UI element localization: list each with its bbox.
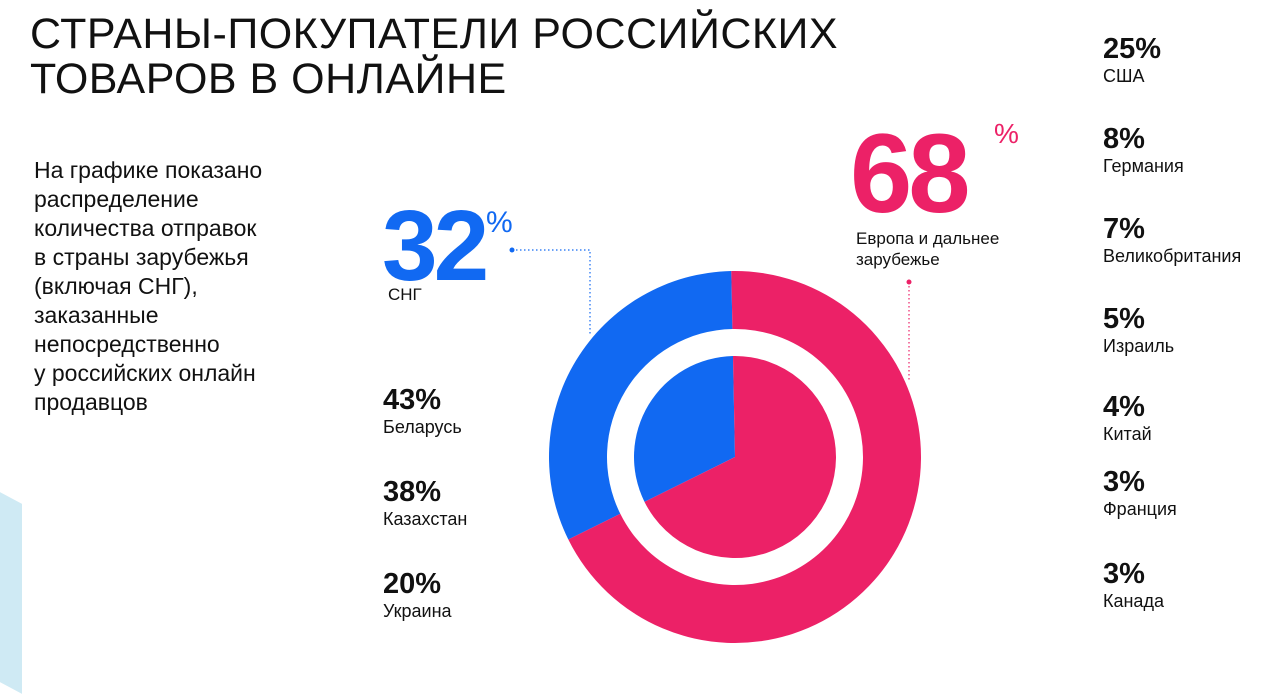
country-share: 3% bbox=[1103, 466, 1145, 498]
country-share: 20% bbox=[383, 568, 442, 600]
title-line-1: СТРАНЫ-ПОКУПАТЕЛИ РОССИЙСКИХ bbox=[30, 10, 839, 58]
cis-share-value: 32 bbox=[382, 190, 489, 302]
inner-pie bbox=[634, 356, 837, 558]
inner-slice-1 bbox=[644, 356, 837, 558]
far-country-germany: 8% Германия bbox=[1103, 123, 1184, 177]
country-name: Украина bbox=[383, 601, 452, 621]
cis-leader-dot bbox=[509, 247, 515, 253]
far-abroad-leader-dot bbox=[906, 279, 912, 285]
cis-country-ukraine: 20% Украина bbox=[383, 568, 452, 622]
far-country-china: 4% Китай bbox=[1103, 391, 1152, 445]
far-country-usa: 25% США bbox=[1103, 33, 1161, 87]
description-line: (включая СНГ), bbox=[34, 273, 198, 299]
title-line-2: ТОВАРОВ В ОНЛАЙНЕ bbox=[30, 55, 507, 103]
country-share: 7% bbox=[1103, 213, 1145, 245]
country-name: Германия bbox=[1103, 156, 1184, 176]
cis-country-belarus: 43% Беларусь bbox=[383, 384, 462, 438]
description-line: продавцов bbox=[34, 389, 148, 415]
outer-ring bbox=[549, 270, 922, 643]
far-country-france: 3% Франция bbox=[1103, 466, 1177, 520]
country-name: Беларусь bbox=[383, 417, 462, 437]
description-line: в страны зарубежья bbox=[34, 244, 249, 270]
country-name: Израиль bbox=[1103, 336, 1175, 356]
country-name: Великобритания bbox=[1103, 246, 1242, 266]
outer-slice-1 bbox=[568, 270, 922, 643]
page-title: СТРАНЫ-ПОКУПАТЕЛИ РОССИЙСКИХ ТОВАРОВ В О… bbox=[30, 12, 838, 102]
country-share: 43% bbox=[383, 384, 442, 416]
country-name: США bbox=[1103, 66, 1145, 86]
donut-chart bbox=[509, 247, 922, 643]
country-name: Канада bbox=[1103, 591, 1164, 611]
cis-country-kazakhstan: 38% Казахстан bbox=[383, 476, 467, 530]
description-line: непосредственно bbox=[34, 331, 220, 357]
country-share: 4% bbox=[1103, 391, 1145, 423]
far-abroad-label: Европа и дальнее зарубежье bbox=[856, 229, 1000, 269]
country-share: 3% bbox=[1103, 558, 1145, 590]
country-share: 25% bbox=[1103, 33, 1162, 65]
outer-slice-0 bbox=[549, 271, 733, 540]
description-line: распределение bbox=[34, 186, 199, 212]
cis-label: СНГ bbox=[388, 285, 422, 304]
country-share: 8% bbox=[1103, 123, 1145, 155]
far-abroad-share-value: 68 bbox=[850, 111, 971, 236]
description-line: у российских онлайн bbox=[34, 360, 256, 386]
far-country-israel: 5% Израиль bbox=[1103, 303, 1174, 357]
description-line: заказанные bbox=[34, 302, 159, 328]
far-abroad-percent-sign: % bbox=[994, 118, 1019, 149]
chart-description: На графике показано распределение количе… bbox=[34, 156, 334, 417]
country-name: Казахстан bbox=[383, 509, 468, 529]
country-share: 38% bbox=[383, 476, 442, 508]
cis-leader-line bbox=[512, 249, 591, 335]
description-line: На графике показано bbox=[34, 157, 263, 183]
far-country-uk: 7% Великобритания bbox=[1103, 213, 1241, 267]
country-share: 5% bbox=[1103, 303, 1145, 335]
leader-lines bbox=[509, 247, 912, 382]
country-name: Франция bbox=[1103, 499, 1177, 519]
country-name: Китай bbox=[1103, 424, 1152, 444]
cis-percent-sign: % bbox=[486, 206, 513, 239]
description-line: количества отправок bbox=[34, 215, 257, 241]
far-country-canada: 3% Канада bbox=[1103, 558, 1164, 612]
inner-slice-0 bbox=[634, 356, 735, 502]
